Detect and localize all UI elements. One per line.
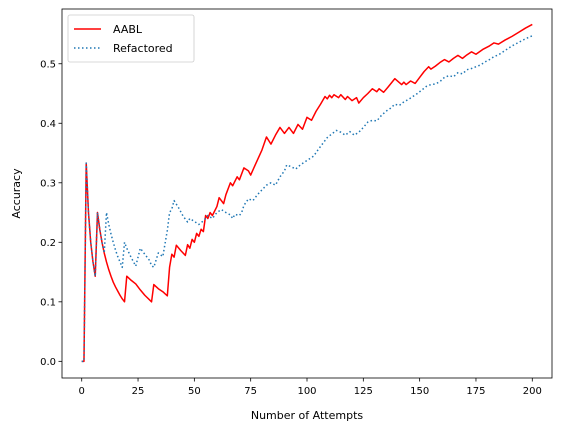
x-tick-label: 175 (466, 386, 485, 397)
x-axis-label: Number of Attempts (251, 409, 364, 422)
legend-label-refactored: Refactored (113, 42, 173, 55)
y-tick-label: 0.5 (40, 59, 56, 70)
y-tick-label: 0.1 (40, 297, 56, 308)
plot-frame (61, 8, 553, 379)
legend-box (67, 14, 195, 63)
x-tick-label: 50 (188, 386, 201, 397)
x-axis-ticks: 0 25 50 75 100 125 150 175 200 (79, 378, 542, 397)
x-tick-label: 0 (79, 386, 85, 397)
y-axis-ticks: 0.0 0.1 0.2 0.3 0.4 0.5 (40, 59, 62, 368)
legend-label-aabl: AABL (113, 23, 143, 36)
y-tick-label: 0.4 (40, 119, 56, 130)
x-tick-label: 150 (410, 386, 429, 397)
plot-lines (81, 23, 533, 363)
legend: AABL Refactored (67, 14, 195, 63)
x-tick-label: 25 (132, 386, 145, 397)
x-tick-label: 125 (354, 386, 373, 397)
series-line-refactored (81, 35, 533, 363)
y-axis-label: Accuracy (10, 168, 23, 219)
series-line-aabl (81, 23, 533, 363)
x-tick-label: 200 (523, 386, 542, 397)
y-tick-label: 0.3 (40, 178, 56, 189)
y-tick-label: 0.2 (40, 238, 56, 249)
y-tick-label: 0.0 (40, 357, 56, 368)
x-tick-label: 75 (244, 386, 257, 397)
x-tick-label: 100 (297, 386, 316, 397)
